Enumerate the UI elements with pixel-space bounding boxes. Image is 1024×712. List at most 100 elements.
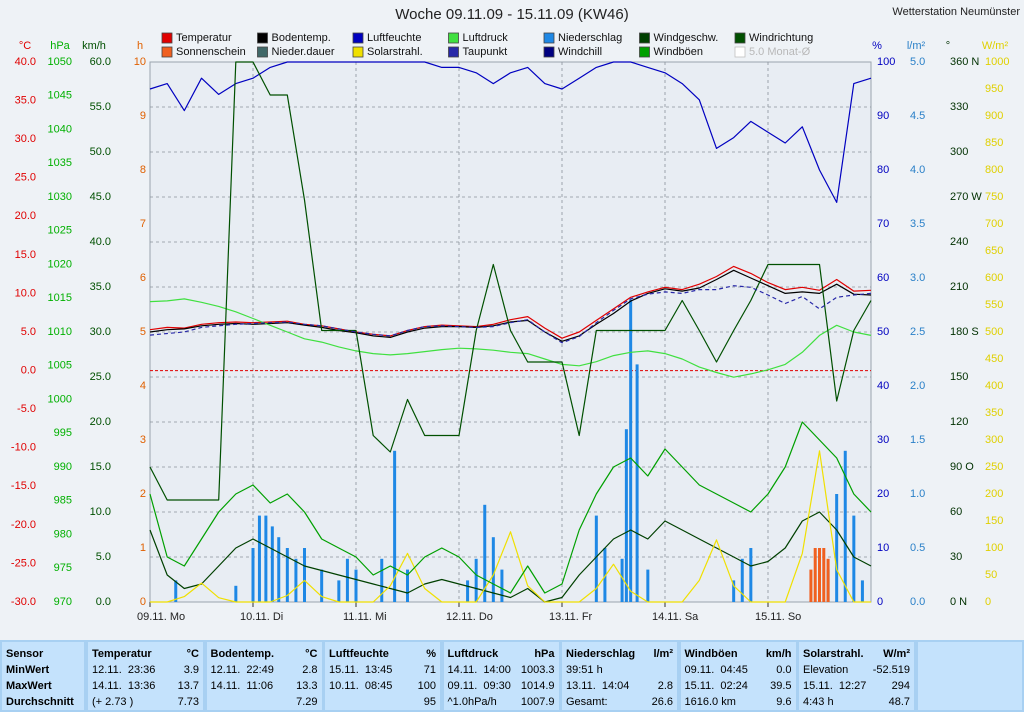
y-tick-label: 900 bbox=[985, 110, 1003, 122]
column-title: Temperatur bbox=[92, 648, 152, 660]
y-tick-label: 6 bbox=[140, 272, 146, 284]
column-title: Solarstrahl. bbox=[803, 648, 864, 660]
column-unit: hPa bbox=[534, 648, 555, 660]
bar bbox=[285, 548, 289, 602]
cell-time: 14.11. 11:06 bbox=[210, 680, 274, 692]
bar bbox=[406, 569, 409, 602]
y-tick-label: 0.0 bbox=[21, 364, 36, 376]
data-cell: 09.11. 09:30 1014.9 bbox=[448, 678, 555, 694]
y-tick-label: 25.0 bbox=[15, 172, 36, 184]
series-line bbox=[149, 269, 872, 342]
y-tick-label: 450 bbox=[985, 353, 1003, 365]
y-tick-label: 30.0 bbox=[15, 133, 36, 145]
chart-title: Woche 09.11.09 - 15.11.09 (KW46) bbox=[395, 6, 628, 23]
y-tick-label: 1010 bbox=[48, 326, 72, 338]
y-tick-label: 1045 bbox=[48, 90, 72, 102]
y-tick-label: 5.0 bbox=[96, 551, 111, 563]
bar bbox=[483, 504, 487, 602]
y-tick-label: 4.5 bbox=[910, 110, 925, 122]
cell-time: 12.11. 22:49 bbox=[210, 664, 274, 676]
y-tick-label: 200 bbox=[985, 488, 1003, 500]
axis-unit: h bbox=[137, 40, 143, 52]
cell-value: 2.8 bbox=[302, 664, 318, 676]
y-tick-label: 990 bbox=[54, 461, 72, 473]
y-tick-label: 750 bbox=[985, 191, 1003, 203]
legend-swatch bbox=[448, 32, 459, 44]
column-unit: l/m² bbox=[653, 648, 673, 660]
y-tick-label: 70 bbox=[877, 218, 889, 230]
row-label: MinWert bbox=[6, 664, 50, 676]
y-tick-label: 850 bbox=[985, 137, 1003, 149]
bar bbox=[277, 537, 281, 602]
y-tick-label: 60 bbox=[950, 506, 962, 518]
series-line bbox=[149, 61, 872, 501]
bar bbox=[809, 569, 813, 602]
y-tick-label: 500 bbox=[985, 326, 1003, 338]
cell-value: 95 bbox=[423, 696, 436, 708]
y-tick-label: -10.0 bbox=[11, 442, 36, 454]
stats-table: Sensor MinWert MaxWert Durchschnitt Temperat… bbox=[0, 640, 1024, 712]
x-tick-label: 09.11. Mo bbox=[137, 611, 185, 623]
y-tick-label: 0 bbox=[985, 596, 991, 608]
cell-time: 1616.0 km bbox=[684, 696, 736, 708]
data-cell: 09.11. 04:45 0.0 bbox=[685, 662, 792, 678]
y-tick-label: 15.0 bbox=[15, 249, 36, 261]
y-tick-label: -20.0 bbox=[11, 519, 36, 531]
bar bbox=[294, 558, 298, 602]
cell-time: 12.11. 23:36 bbox=[92, 664, 156, 676]
cell-value: 26.6 bbox=[651, 696, 673, 708]
y-tick-label: 3 bbox=[140, 434, 146, 446]
y-tick-label: -15.0 bbox=[11, 480, 36, 492]
y-tick-label: 1035 bbox=[48, 157, 72, 169]
bar bbox=[749, 548, 753, 602]
y-tick-label: 980 bbox=[54, 528, 72, 540]
station-name: Wetterstation Neumünster bbox=[892, 6, 1020, 18]
cell-time: 15.11. 02:24 bbox=[684, 680, 748, 692]
y-tick-label: 1005 bbox=[48, 360, 72, 372]
y-tick-label: 1 bbox=[140, 542, 146, 554]
column-title: Niederschlag bbox=[566, 648, 636, 660]
x-tick-label: 12.11. Do bbox=[446, 611, 493, 623]
bar bbox=[860, 580, 864, 602]
y-tick-label: 25.0 bbox=[90, 371, 111, 383]
y-tick-label: 1030 bbox=[48, 191, 72, 203]
y-tick-label: 2.5 bbox=[910, 326, 925, 338]
column-title: Bodentemp. bbox=[210, 648, 275, 660]
column-unit: W/m² bbox=[883, 648, 910, 660]
header-cell: Luftdruck hPa bbox=[448, 646, 555, 662]
data-cell: 12.11. 23:36 3.9 bbox=[92, 662, 199, 678]
series-line bbox=[150, 450, 871, 603]
data-cell: Gesamt: 26.6 bbox=[566, 694, 673, 710]
y-tick-label: 5 bbox=[140, 326, 146, 338]
y-tick-label: 150 bbox=[950, 371, 968, 383]
y-tick-label: 250 bbox=[985, 461, 1003, 473]
axis-unit: % bbox=[872, 40, 882, 52]
column-title: Luftdruck bbox=[447, 648, 499, 660]
stats-column: Windböen km/h 09.11. 04:45 0.0 15.11. 02:24 3… bbox=[680, 642, 796, 710]
y-tick-label: 700 bbox=[985, 218, 1003, 230]
y-tick-label: 1025 bbox=[48, 225, 72, 237]
y-tick-label: 50 bbox=[877, 326, 889, 338]
row-label-cell: MinWert bbox=[6, 662, 80, 678]
legend-swatch bbox=[352, 32, 364, 44]
cell-time: 14.11. 14:00 bbox=[447, 664, 511, 676]
y-tick-label: 995 bbox=[54, 427, 72, 439]
y-tick-label: 985 bbox=[54, 495, 72, 507]
data-cell: 15.11. 13:45 71 bbox=[329, 662, 436, 678]
cell-time: 15.11. 13:45 bbox=[329, 664, 393, 676]
cell-time: Gesamt: bbox=[566, 696, 608, 708]
bar bbox=[466, 580, 470, 602]
legend-swatch bbox=[543, 46, 555, 58]
row-label: MaxWert bbox=[6, 680, 52, 692]
cell-value: 13.3 bbox=[296, 680, 318, 692]
y-tick-label: 975 bbox=[54, 562, 72, 574]
cell-value: 100 bbox=[417, 680, 436, 692]
bar bbox=[337, 580, 341, 602]
series-line bbox=[149, 298, 872, 378]
legend-swatch bbox=[543, 32, 555, 44]
y-tick-label: 550 bbox=[985, 299, 1003, 311]
column-unit: % bbox=[426, 648, 436, 660]
legend-label: Taupunkt bbox=[463, 46, 508, 58]
series-line bbox=[149, 511, 872, 603]
legend-label: Windböen bbox=[654, 46, 704, 58]
